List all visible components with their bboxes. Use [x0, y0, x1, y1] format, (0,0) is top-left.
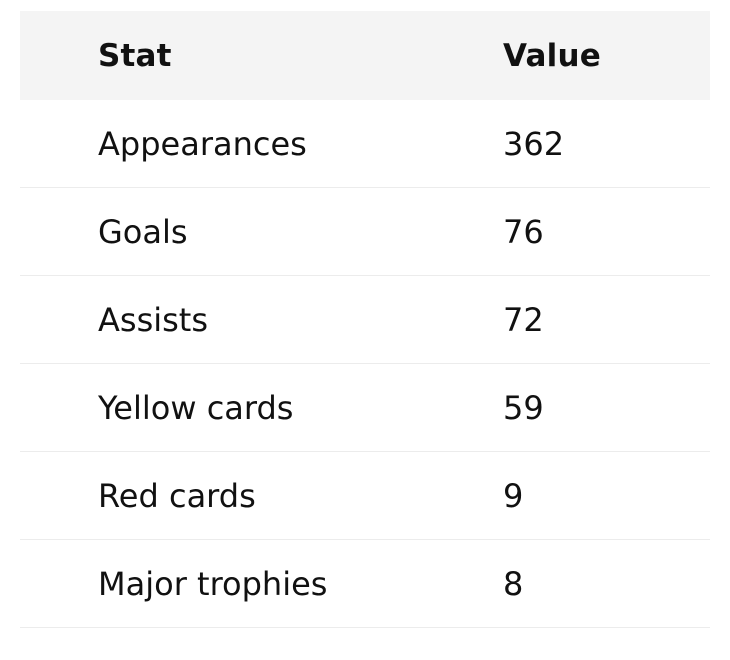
table-row: Yellow cards 59 — [20, 363, 710, 452]
table-row: Assists 72 — [20, 275, 710, 364]
value-cell: 59 — [503, 363, 710, 452]
table-row: Goals 76 — [20, 187, 710, 276]
stat-cell: Goals — [20, 187, 503, 276]
stat-cell: Red cards — [20, 451, 503, 540]
stat-cell: Yellow cards — [20, 363, 503, 452]
stat-cell: Appearances — [20, 100, 503, 188]
stats-table: Stat Value Appearances 362 Goals 76 Assi… — [20, 11, 710, 628]
value-cell: 76 — [503, 187, 710, 276]
header-stat: Stat — [98, 37, 172, 74]
table-row: Appearances 362 — [20, 100, 710, 188]
header-value: Value — [503, 37, 601, 74]
stat-cell: Assists — [20, 275, 503, 364]
header-row: Stat Value — [20, 11, 710, 100]
value-cell: 9 — [503, 451, 710, 540]
value-cell: 8 — [503, 539, 710, 628]
table-row: Red cards 9 — [20, 451, 710, 540]
value-cell: 72 — [503, 275, 710, 364]
table-header: Stat Value — [20, 11, 710, 100]
table-body: Appearances 362 Goals 76 Assists 72 Yell… — [20, 100, 710, 628]
table-row: Major trophies 8 — [20, 539, 710, 628]
stat-cell: Major trophies — [20, 539, 503, 628]
value-cell: 362 — [503, 100, 710, 188]
